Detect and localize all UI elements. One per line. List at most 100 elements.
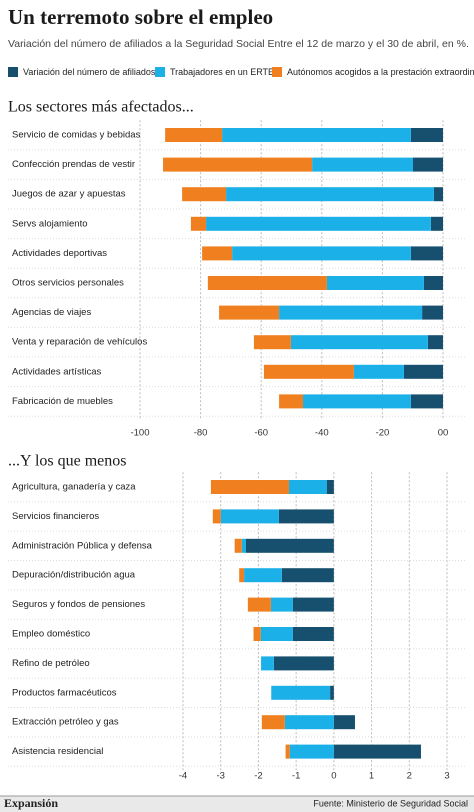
bar-segment — [207, 276, 327, 290]
category-label: Juegos de azar y apuestas — [12, 189, 126, 200]
bar-segment — [333, 715, 355, 730]
bar-segment — [330, 685, 334, 700]
x-tick-label: 2 — [407, 771, 412, 782]
category-label: Refino de petróleo — [12, 658, 90, 669]
bar-segment — [212, 509, 221, 524]
x-tick-label: 0 — [331, 771, 336, 782]
x-tick-label: -4 — [179, 771, 187, 782]
bar-segment — [430, 216, 443, 231]
bar-segment — [219, 305, 280, 320]
bar-segment — [232, 246, 411, 261]
bar-segment — [303, 394, 411, 409]
bar-segment — [247, 597, 271, 612]
legend-label: Autónomos acogidos a la prestación extra… — [287, 67, 474, 77]
x-tick-label: 1 — [369, 771, 374, 782]
bar-segment — [353, 364, 404, 379]
bar-segment — [285, 744, 290, 759]
category-label: Actividades deportivas — [12, 248, 107, 259]
bar-segment — [281, 568, 334, 583]
category-label: Fabricación de muebles — [12, 396, 113, 407]
x-tick-label: -40 — [315, 428, 329, 439]
category-label: Asistencia residencial — [12, 746, 103, 757]
bar-segment — [222, 128, 411, 142]
bar-segment — [261, 715, 285, 730]
bar-segment — [284, 715, 334, 730]
bar-segment — [190, 216, 207, 231]
bar-segment — [210, 480, 289, 494]
bar-segment — [289, 744, 334, 759]
category-label: Agencias de viajes — [12, 307, 91, 318]
category-label: Agricultura, ganadería y caza — [12, 482, 136, 493]
bar-segment — [182, 187, 227, 202]
bar-segment — [165, 128, 223, 142]
x-tick-label: 3 — [444, 771, 449, 782]
section-title: ...Y los que menos — [8, 453, 127, 470]
bar-segment — [423, 276, 443, 290]
bar-segment — [410, 394, 443, 409]
bar-segment — [263, 364, 354, 379]
bar-segment — [202, 246, 233, 261]
bar-segment — [326, 480, 334, 494]
bar-segment — [410, 246, 443, 261]
category-label: Administración Pública y defensa — [12, 540, 153, 551]
bar-segment — [270, 597, 293, 612]
x-tick-label: -2 — [254, 771, 262, 782]
category-label: Servs alojamiento — [12, 218, 88, 229]
x-tick-label: -20 — [376, 428, 390, 439]
x-tick-label: -100 — [130, 428, 149, 439]
bar-segment — [279, 305, 423, 320]
bar-segment — [271, 685, 331, 700]
bar-segment — [410, 128, 443, 142]
bar-segment — [163, 157, 313, 172]
category-label: Confección prendas de vestir — [12, 159, 135, 170]
bar-segment — [403, 364, 443, 379]
category-label: Depuración/distribución agua — [12, 570, 136, 581]
legend-label: Variación del número de afiliados — [23, 67, 156, 77]
bar-segment — [245, 538, 334, 553]
legend-swatch — [8, 67, 18, 77]
bar-segment — [288, 480, 327, 494]
bar-segment — [241, 538, 246, 553]
bar-segment — [253, 627, 261, 641]
category-label: Servicios financieros — [12, 511, 99, 522]
category-label: Actividades artísticas — [12, 366, 101, 377]
bar-segment — [239, 568, 245, 583]
bar-segment — [312, 157, 414, 172]
bar-segment — [433, 187, 443, 202]
bar-segment — [290, 335, 428, 350]
bar-segment — [333, 744, 421, 759]
bar-segment — [244, 568, 282, 583]
category-label: Venta y reparación de vehículos — [12, 337, 147, 348]
bar-segment — [326, 276, 424, 290]
bar-segment — [273, 656, 334, 671]
bar-segment — [260, 627, 293, 641]
bar-segment — [278, 509, 334, 524]
bar-segment — [279, 394, 304, 409]
bar-segment — [253, 335, 291, 350]
category-label: Servicio de comidas y bebidas — [12, 130, 141, 141]
bar-segment — [422, 305, 443, 320]
x-tick-label: -80 — [194, 428, 208, 439]
bar-segment — [292, 627, 334, 641]
category-label: Otros servicios personales — [12, 278, 124, 289]
legend-label: Trabajadores en un ERTE — [170, 67, 274, 77]
x-tick-label: -3 — [216, 771, 224, 782]
category-label: Seguros y fondos de pensiones — [12, 599, 145, 610]
legend-swatch — [155, 67, 165, 77]
bar-segment — [206, 216, 431, 231]
subtitle: Variación del número de afiliados a la S… — [8, 38, 469, 50]
bar-segment — [427, 335, 443, 350]
legend-swatch — [272, 67, 282, 77]
category-label: Extracción petróleo y gas — [12, 717, 119, 728]
bar-segment — [261, 656, 274, 671]
brand: Expansión — [4, 796, 58, 810]
bar-segment — [220, 509, 279, 524]
category-label: Productos farmacéuticos — [12, 687, 117, 698]
bar-segment — [292, 597, 334, 612]
source: Fuente: Ministerio de Seguridad Social — [313, 798, 468, 808]
footer-band — [0, 796, 474, 812]
bar-segment — [234, 538, 242, 553]
title: Un terremoto sobre el empleo — [8, 5, 273, 29]
x-tick-label: 00 — [438, 428, 449, 439]
